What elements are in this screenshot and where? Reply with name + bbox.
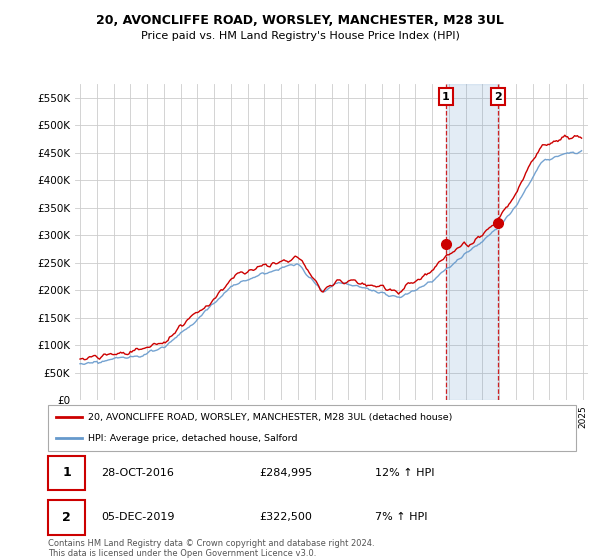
Bar	[48, 455, 85, 490]
Text: 20, AVONCLIFFE ROAD, WORSLEY, MANCHESTER, M28 3UL: 20, AVONCLIFFE ROAD, WORSLEY, MANCHESTER…	[96, 14, 504, 27]
Bar	[48, 500, 85, 535]
Text: £322,500: £322,500	[259, 512, 312, 522]
Text: HPI: Average price, detached house, Salford: HPI: Average price, detached house, Salf…	[88, 434, 297, 443]
Text: 1: 1	[442, 92, 450, 102]
Text: £284,995: £284,995	[259, 468, 313, 478]
Text: 20, AVONCLIFFE ROAD, WORSLEY, MANCHESTER, M28 3UL (detached house): 20, AVONCLIFFE ROAD, WORSLEY, MANCHESTER…	[88, 413, 452, 422]
Text: 7% ↑ HPI: 7% ↑ HPI	[376, 512, 428, 522]
Text: 1: 1	[62, 466, 71, 479]
Text: Contains HM Land Registry data © Crown copyright and database right 2024.
This d: Contains HM Land Registry data © Crown c…	[48, 539, 374, 558]
Bar	[446, 84, 498, 400]
Text: 05-DEC-2019: 05-DEC-2019	[101, 512, 175, 522]
Text: 12% ↑ HPI: 12% ↑ HPI	[376, 468, 435, 478]
Text: 2: 2	[494, 92, 502, 102]
Text: Price paid vs. HM Land Registry's House Price Index (HPI): Price paid vs. HM Land Registry's House …	[140, 31, 460, 41]
Text: 2: 2	[62, 511, 71, 524]
Text: 28-OCT-2016: 28-OCT-2016	[101, 468, 173, 478]
